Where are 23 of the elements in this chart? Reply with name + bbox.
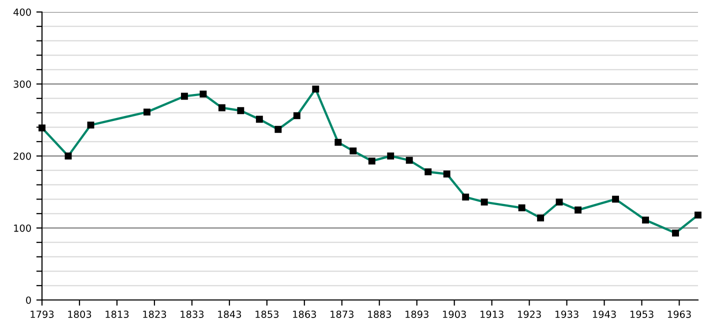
x-tick-label: 1853	[256, 310, 279, 318]
y-tick-label: 100	[14, 224, 31, 232]
x-tick-label: 1843	[218, 310, 242, 318]
y-tick-label: 300	[14, 80, 31, 88]
x-tick-label: 1943	[592, 310, 616, 318]
x-tick-label: 1953	[630, 310, 654, 318]
x-tick-label: 1823	[143, 310, 166, 318]
x-tick-label: 1813	[106, 310, 129, 318]
x-tick-label: 1923	[518, 310, 541, 318]
x-tick-label: 1793	[30, 310, 54, 318]
y-tick-label: 400	[14, 8, 31, 16]
x-tick-label: 1873	[330, 310, 354, 318]
x-tick-label: 1893	[406, 310, 428, 318]
x-tick-label: 1913	[480, 310, 504, 318]
x-tick-label: 1803	[68, 310, 92, 318]
x-tick-label: 1933	[555, 310, 578, 318]
x-tick-label: 1963	[668, 310, 691, 318]
y-tick-label: 0	[26, 296, 31, 304]
x-tick-label: 1903	[443, 310, 466, 318]
x-tick-label: 1863	[293, 310, 316, 318]
y-tick-label: 200	[14, 152, 31, 160]
x-tick-label: 1833	[180, 310, 204, 318]
x-tick-label: 1883	[368, 310, 391, 318]
